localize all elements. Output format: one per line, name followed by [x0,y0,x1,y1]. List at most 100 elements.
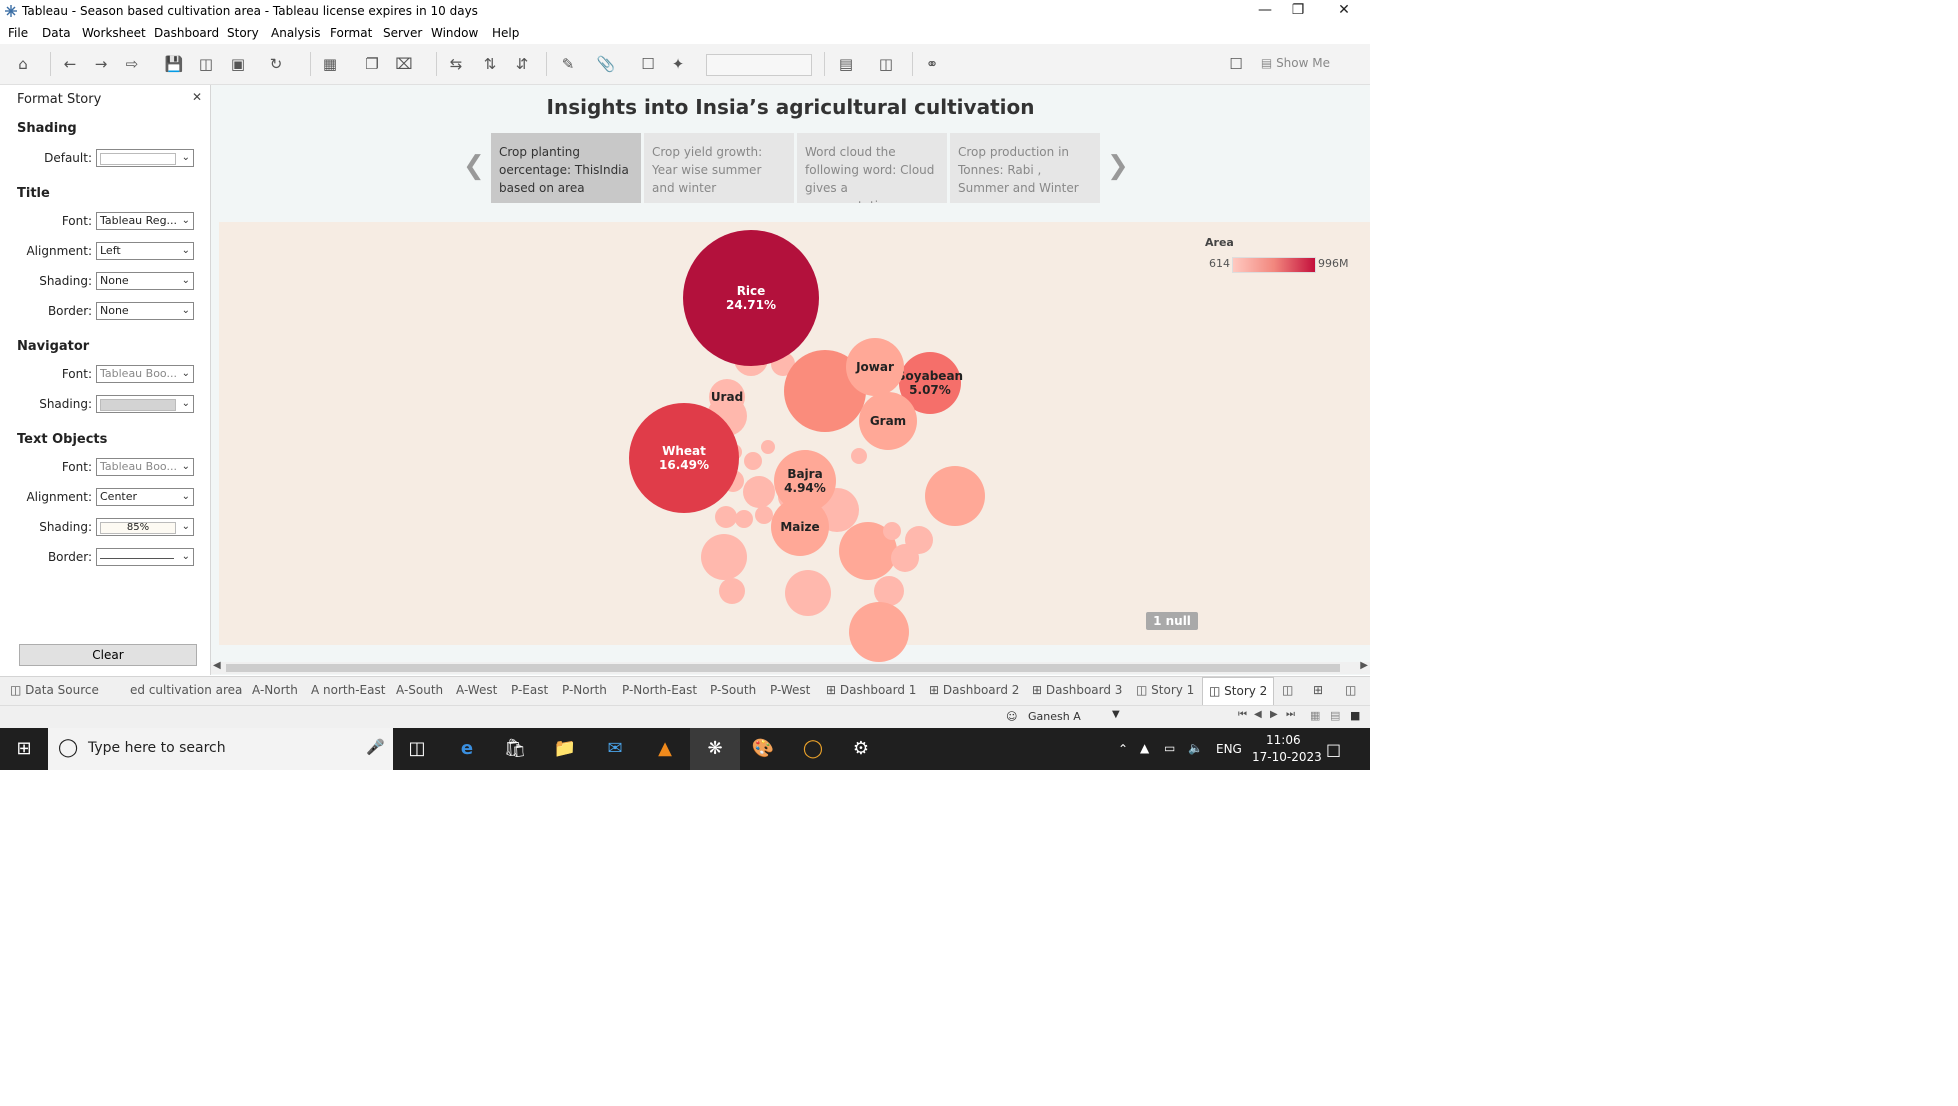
legend-color-ramp[interactable] [1232,257,1316,273]
bubble-urad[interactable]: Urad [709,379,745,415]
minimize-icon[interactable]: — [1258,2,1272,18]
undo-icon[interactable]: ← [63,55,77,73]
chart-bubble[interactable] [785,570,831,616]
new-datasource-icon[interactable]: ◫ [198,55,214,73]
taskbar-search[interactable]: ◯ Type here to search 🎤 [48,728,393,770]
chart-bubble[interactable] [849,602,909,662]
menu-worksheet[interactable]: Worksheet [82,26,146,40]
close-icon[interactable]: ✕ [1338,2,1350,18]
tab-p-north[interactable]: P-North [562,683,607,697]
story-point-2[interactable]: Crop yield growth: Year wise summer and … [644,133,794,203]
chart-bubble[interactable] [851,448,867,464]
menu-analysis[interactable]: Analysis [271,26,321,40]
chevron-down-icon[interactable]: ▼ [1112,709,1120,720]
horizontal-scrollbar[interactable]: ◀ ▶ [211,660,1370,674]
close-panel-icon[interactable]: ✕ [191,90,202,104]
user-name[interactable]: Ganesh A [1028,710,1081,723]
title-shading-select[interactable]: None ⌄ [96,272,194,290]
first-sheet-icon[interactable]: ⏮ [1238,709,1247,720]
group-icon[interactable]: 📎 [596,55,616,73]
scroll-thumb[interactable] [226,664,1340,672]
chevron-up-icon[interactable]: ⌃ [1118,742,1129,756]
chart-bubble[interactable] [744,452,762,470]
show-me-button[interactable]: ▤ Show Me [1260,56,1330,70]
replay-icon[interactable]: ⇨ [125,55,139,73]
menu-window[interactable]: Window [431,26,479,40]
redo-icon[interactable]: → [94,55,108,73]
restore-icon[interactable]: ❐ [1291,2,1305,18]
prev-story-point-icon[interactable]: ❮ [463,151,485,181]
menu-dashboard[interactable]: Dashboard [154,26,220,40]
duplicate-icon[interactable]: ❐ [365,55,379,73]
navigator-shading-select[interactable]: ⌄ [96,395,194,413]
chrome-icon[interactable]: ◯ [802,738,824,759]
tab-dashboard-3[interactable]: ⊞ Dashboard 3 [1032,683,1123,697]
notifications-icon[interactable]: □ [1326,740,1342,759]
scroll-right-icon[interactable]: ▶ [1360,660,1368,671]
story-point-3[interactable]: Word cloud the following word: Cloud giv… [797,133,947,203]
share-icon[interactable]: ⚭ [925,55,939,73]
chart-bubble[interactable] [735,510,753,528]
tab-a-south[interactable]: A-South [396,683,444,697]
tab-data-source[interactable]: ◫ Data Source [10,683,99,697]
story-point-4[interactable]: Crop production in Tonnes: Rabi , Summer… [950,133,1100,203]
chart-bubble[interactable] [743,476,775,508]
tabs-view-icon[interactable]: ■ [1350,709,1361,722]
sort-desc-icon[interactable]: ⇵ [515,55,529,73]
text-font-select[interactable]: Tableau Boo... ⌄ [96,458,194,476]
windows-start-icon[interactable]: ⊞ [16,738,32,759]
new-worksheet-icon[interactable]: ▦ [322,55,338,73]
task-view-icon[interactable]: ◫ [408,738,426,759]
bubble-gram[interactable]: Gram [859,392,917,450]
menu-story[interactable]: Story [227,26,259,40]
tab-a-north[interactable]: A-North [252,683,298,697]
chart-bubble[interactable] [925,466,985,526]
chart-bubble[interactable] [761,440,775,454]
pin-icon[interactable]: ✦ [671,55,685,73]
highlight-icon[interactable]: ✎ [561,55,575,73]
tab-p-east[interactable]: P-East [511,683,549,697]
bubble-maize[interactable]: Maize [771,498,829,556]
clock-time[interactable]: 11:06 [1266,733,1301,747]
chart-bubble[interactable] [719,578,745,604]
text-border-select[interactable]: ⌄ [96,548,194,566]
title-alignment-select[interactable]: Left ⌄ [96,242,194,260]
tab-cultivation-area[interactable]: ed cultivation area [130,683,243,697]
battery-icon[interactable]: ▭ [1164,741,1176,755]
tab-dashboard-2[interactable]: ⊞ Dashboard 2 [929,683,1020,697]
clear-button[interactable]: Clear [19,644,197,666]
prev-sheet-icon[interactable]: ◀ [1254,709,1262,720]
store-icon[interactable]: 🛍 [503,738,527,759]
next-sheet-icon[interactable]: ▶ [1270,709,1278,720]
new-story-tab-icon[interactable]: ◫ [1345,683,1357,697]
home-icon[interactable]: ⌂ [18,55,28,73]
presentation-icon[interactable]: ◫ [878,55,894,73]
mail-icon[interactable]: ✉ [607,738,623,759]
sort-asc-icon[interactable]: ⇅ [483,55,497,73]
title-font-select[interactable]: Tableau Reg... ⌄ [96,212,194,230]
tab-a-north-east[interactable]: A north-East [311,683,386,697]
menu-format[interactable]: Format [330,26,373,40]
labels-icon[interactable]: ☐ [641,55,655,73]
chart-bubble[interactable] [905,526,933,554]
bubble-rice[interactable]: Rice 24.71% [683,230,819,366]
grid-view-icon[interactable]: ▦ [1310,709,1321,722]
chart-bubble[interactable] [883,522,901,540]
tab-dashboard-1[interactable]: ⊞ Dashboard 1 [826,683,917,697]
story-point-1[interactable]: Crop planting oercentage: ThisIndia base… [491,133,641,203]
menu-file[interactable]: File [8,26,29,40]
menu-data[interactable]: Data [42,26,71,40]
chart-bubble[interactable] [755,506,773,524]
tableau-taskbar-icon[interactable]: ❋ [707,738,723,759]
tab-p-north-east[interactable]: P-North-East [622,683,698,697]
tab-story-1[interactable]: ◫ Story 1 [1136,683,1195,697]
new-worksheet-tab-icon[interactable]: ◫ [1282,683,1294,697]
scroll-left-icon[interactable]: ◀ [213,660,221,671]
pause-updates-icon[interactable]: ▣ [230,55,246,73]
chart-bubble[interactable] [701,534,747,580]
text-alignment-select[interactable]: Center ⌄ [96,488,194,506]
chart-bubble[interactable] [715,506,737,528]
menu-server[interactable]: Server [383,26,423,40]
volume-icon[interactable]: 🔈 [1188,741,1203,755]
language-indicator[interactable]: ENG [1216,742,1242,756]
